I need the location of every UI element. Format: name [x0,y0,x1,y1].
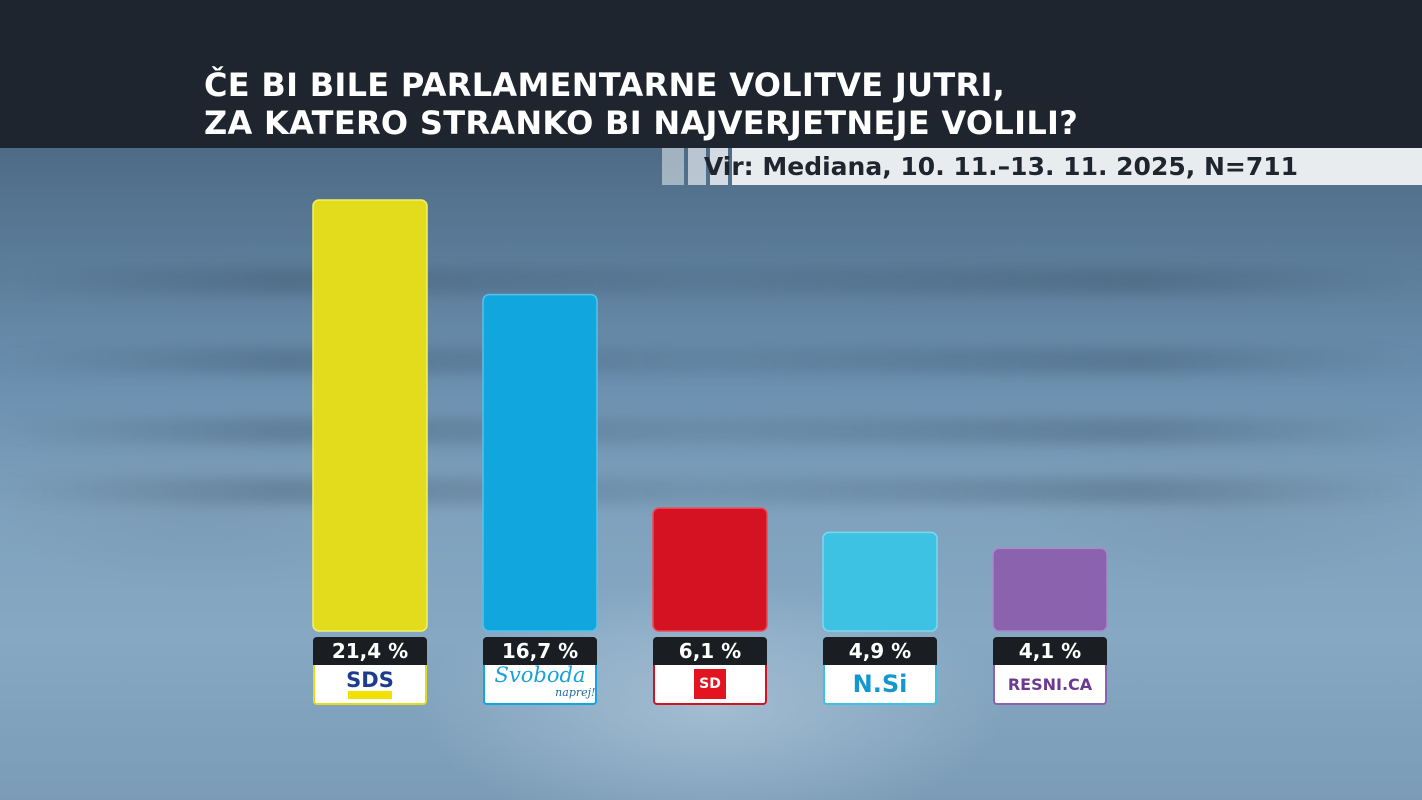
header-bar [0,0,1422,148]
bar-sd [652,507,768,632]
bar-resni [992,547,1108,632]
title-line-1: ČE BI BILE PARLAMENTARNE VOLITVE JUTRI, [204,66,1006,104]
source-text: Vir: Mediana, 10. 11.–13. 11. 2025, N=71… [703,152,1298,181]
logo-nsi: N.Si [823,665,937,705]
logo-sds: SDS [313,665,427,705]
value-label-nsi: 4,9 % [823,637,937,665]
value-label-resni: 4,1 % [993,637,1107,665]
logo-sd: SD [653,665,767,705]
bar-svoboda [482,293,598,632]
value-label-sds: 21,4 % [313,637,427,665]
bar-sds [312,199,428,632]
value-label-svoboda: 16,7 % [483,637,597,665]
title-line-2: ZA KATERO STRANKO BI NAJVERJETNEJE VOLIL… [204,104,1079,142]
value-label-sd: 6,1 % [653,637,767,665]
logo-svoboda: Svoboda naprej! [483,665,597,705]
chart-title: ČE BI BILE PARLAMENTARNE VOLITVE JUTRI, … [204,66,1204,142]
logo-resni: RESNI.CA [993,665,1107,705]
source-bar [662,148,1422,185]
bar-nsi [822,531,938,632]
